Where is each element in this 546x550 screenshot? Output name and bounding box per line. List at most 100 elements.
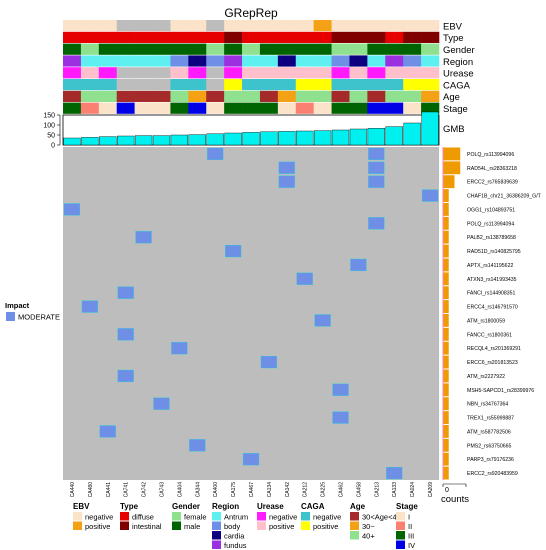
annotation-cell-type-11: [242, 31, 261, 43]
legend-label-stage-iv: IV: [408, 541, 415, 550]
annotation-cell-ebv-14: [295, 20, 314, 32]
counts-bar-2: [443, 161, 461, 175]
gene-label-3: ERCC2_rs765839639: [467, 180, 518, 186]
annotation-cell-ebv-10: [224, 20, 243, 32]
annotation-cell-age-13: [277, 90, 297, 102]
annotation-cell-region-5: [134, 55, 153, 67]
annotation-cell-stage-4: [116, 102, 135, 114]
annotation-cell-region-17: [349, 55, 368, 67]
annotation-cell-stage-8: [188, 102, 207, 114]
gene-label-22: PMS2_rs63750665: [467, 443, 512, 449]
mutation-cell-6-18: [368, 217, 385, 230]
annotation-cell-urease-4: [116, 67, 135, 79]
annotation-cell-caga-2: [80, 79, 100, 91]
annotation-label-ebv: EBV: [443, 21, 463, 32]
annotation-cell-type-10: [224, 31, 243, 43]
annotation-cell-type-9: [206, 31, 225, 43]
annotation-cell-stage-2: [80, 102, 100, 114]
mutation-cell-15-7: [171, 342, 188, 355]
annotation-cell-caga-7: [170, 79, 189, 91]
gene-label-11: FANCI_rs144908351: [467, 291, 516, 297]
annotation-cell-region-15: [313, 55, 332, 67]
annotation-cell-ebv-1: [63, 20, 82, 32]
legend-swatch-region-fundus: [212, 540, 221, 549]
mutation-cell-9-17: [350, 258, 367, 272]
gmb-bar-5: [134, 135, 153, 146]
impact-legend: Impact MODERATE: [5, 301, 60, 322]
annotation-label-gender: Gender: [443, 45, 475, 56]
counts-bar-8: [443, 244, 449, 258]
annotation-cell-ebv-11: [242, 20, 261, 32]
annotation-cell-ebv-9: [206, 20, 225, 32]
annotation-cell-ebv-2: [80, 20, 100, 32]
mutation-cell-3-13: [278, 175, 295, 188]
sample-label-9: CA400: [213, 482, 219, 498]
annotation-cell-urease-13: [277, 67, 297, 79]
counts-bar-18: [443, 383, 449, 397]
annotation-cell-urease-10: [224, 67, 243, 79]
impact-legend-swatch-moderate: [6, 312, 15, 321]
annotation-cell-region-2: [80, 55, 100, 67]
legend-swatch-stage-ii: [396, 521, 405, 530]
gene-label-23: PARP3_rs79176236: [467, 457, 514, 463]
gene-label-21: ATM_rs587782506: [467, 429, 511, 435]
annotation-cell-type-14: [295, 31, 314, 43]
sample-label-14: CA212: [303, 482, 309, 498]
annotation-cell-ebv-15: [313, 20, 332, 32]
legend-label-region-antrum: Antrum: [224, 513, 248, 522]
annotation-cell-gender-14: [295, 43, 314, 55]
legend-swatch-stage-i: [396, 512, 405, 521]
annotation-cell-urease-11: [242, 67, 261, 79]
annotation-cell-caga-9: [206, 79, 225, 91]
legend-label-stage-iii: III: [408, 532, 414, 541]
mutation-cell-2-18: [368, 161, 385, 174]
annotation-cell-ebv-5: [134, 20, 153, 32]
annotation-cell-age-20: [403, 90, 422, 102]
gmb-tick-label-50: 50: [47, 133, 55, 140]
annotation-cell-age-9: [206, 90, 225, 102]
annotation-cell-urease-7: [170, 67, 189, 79]
mutation-cell-24-19: [386, 466, 403, 480]
annotation-cell-region-3: [98, 55, 118, 67]
chart-title: GRepRep: [224, 6, 278, 20]
gmb-bar-20: [403, 122, 421, 146]
annotation-cell-age-3: [98, 90, 118, 102]
annotation-cell-caga-6: [152, 79, 171, 91]
counts-bar-20: [443, 411, 449, 424]
legend-label-caga-negative: negative: [313, 513, 341, 522]
annotation-cell-region-11: [242, 55, 261, 67]
annotation-cell-region-10: [224, 55, 243, 67]
legend-label-ebv-positive: positive: [85, 522, 110, 531]
annotation-cell-ebv-6: [152, 20, 171, 32]
mutation-cell-23-11: [242, 453, 260, 466]
mutation-cell-19-6: [153, 397, 170, 410]
annotation-cell-type-7: [170, 31, 189, 43]
counts-bar-1: [443, 147, 461, 161]
annotation-cell-caga-3: [98, 79, 118, 91]
legend-label-region-cardia: cardia: [224, 532, 245, 541]
gene-label-20: TREX1_rs55999887: [467, 416, 514, 422]
mutation-cell-7-5: [135, 231, 152, 244]
annotation-cell-type-1: [63, 31, 82, 43]
annotation-cell-ebv-19: [385, 20, 404, 32]
gmb-bar-4: [117, 135, 135, 146]
annotation-cell-urease-5: [134, 67, 153, 79]
annotation-label-age: Age: [443, 92, 460, 103]
annotation-cell-urease-14: [295, 67, 314, 79]
mutation-cell-16-12: [260, 355, 278, 369]
sample-label-12: CA134: [267, 482, 273, 498]
sample-label-19: CA133: [392, 482, 398, 498]
counts-bar-12: [443, 300, 449, 313]
annotation-cell-stage-11: [242, 102, 261, 114]
legend-label-region-body: body: [224, 522, 241, 531]
legend-label-age-30-age-40: 30<Age<40: [362, 513, 401, 522]
counts-tick-label-0: 0: [445, 487, 449, 494]
annotation-cell-age-11: [242, 90, 261, 102]
annotation-cell-urease-21: [421, 67, 440, 79]
annotation-cell-age-18: [367, 90, 386, 102]
annotation-cell-type-18: [367, 31, 386, 43]
mutation-cell-1-9: [207, 147, 224, 161]
annotation-cell-type-6: [152, 31, 171, 43]
counts-bar-10: [443, 272, 449, 286]
